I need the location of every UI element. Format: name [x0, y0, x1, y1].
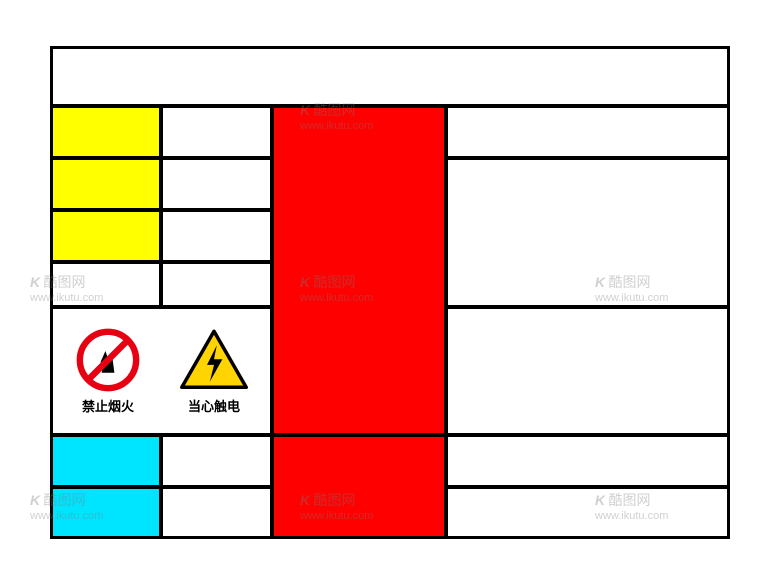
- canvas: 禁止烟火 当心触电 K 酷图网www.ikutu.comK 酷图网www.iku…: [0, 0, 777, 583]
- sign-no-fire: 禁止烟火: [60, 317, 156, 425]
- sign-electric: 当心触电: [166, 317, 262, 425]
- sign-electric-label: 当心触电: [188, 396, 240, 415]
- electric-warning-icon: [179, 328, 249, 392]
- sign-no-fire-label: 禁止烟火: [82, 396, 134, 415]
- table-outer: [50, 46, 730, 539]
- no-fire-icon: [76, 328, 140, 392]
